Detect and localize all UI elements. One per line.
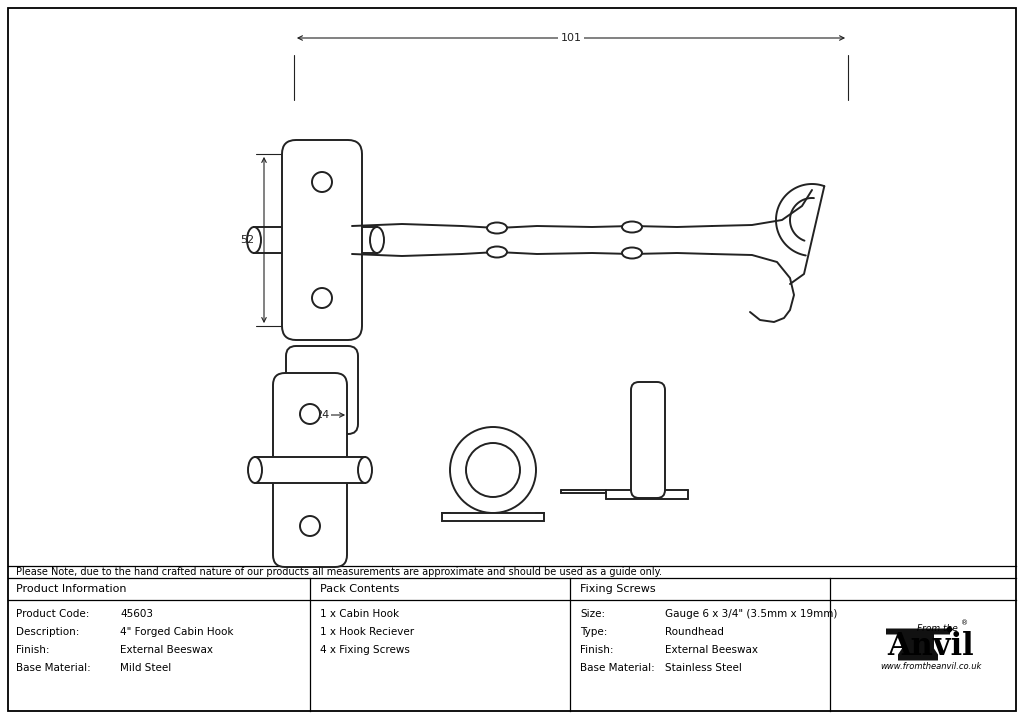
Text: Base Material:: Base Material: [580, 663, 654, 673]
Circle shape [300, 404, 319, 424]
Circle shape [312, 288, 332, 308]
Ellipse shape [247, 227, 261, 253]
Text: Base Material:: Base Material: [16, 663, 91, 673]
FancyBboxPatch shape [273, 373, 347, 567]
Text: Mild Steel: Mild Steel [120, 663, 171, 673]
Text: 52: 52 [240, 235, 254, 245]
Text: Product Code:: Product Code: [16, 609, 89, 619]
Text: Roundhead: Roundhead [665, 627, 724, 637]
Ellipse shape [248, 457, 262, 483]
Ellipse shape [487, 247, 507, 257]
Bar [254, 227, 377, 253]
Text: Description:: Description: [16, 627, 80, 637]
Text: 4" Forged Cabin Hook: 4" Forged Cabin Hook [120, 627, 233, 637]
Ellipse shape [487, 222, 507, 234]
Polygon shape [886, 628, 950, 661]
Text: 24: 24 [314, 410, 329, 420]
FancyBboxPatch shape [282, 140, 362, 340]
Text: From the: From the [916, 624, 957, 633]
Text: ®: ® [962, 620, 969, 626]
Text: 1 x Cabin Hook: 1 x Cabin Hook [319, 609, 399, 619]
Text: Gauge 6 x 3/4" (3.5mm x 19mm): Gauge 6 x 3/4" (3.5mm x 19mm) [665, 609, 838, 619]
Text: Fixing Screws: Fixing Screws [580, 584, 655, 594]
Circle shape [450, 427, 536, 513]
Text: Pack Contents: Pack Contents [319, 584, 399, 594]
Text: www.fromtheanvil.co.uk: www.fromtheanvil.co.uk [881, 662, 982, 671]
Text: External Beeswax: External Beeswax [665, 645, 758, 655]
Text: 101: 101 [560, 33, 582, 43]
Text: Type:: Type: [580, 627, 607, 637]
Text: 4 x Fixing Screws: 4 x Fixing Screws [319, 645, 410, 655]
FancyBboxPatch shape [631, 382, 665, 498]
Text: Anvil: Anvil [888, 631, 974, 662]
Text: 45603: 45603 [120, 609, 153, 619]
Circle shape [466, 443, 520, 497]
Ellipse shape [370, 227, 384, 253]
Text: Please Note, due to the hand crafted nature of our products all measurements are: Please Note, due to the hand crafted nat… [16, 567, 662, 577]
Text: 1 x Hook Reciever: 1 x Hook Reciever [319, 627, 414, 637]
Ellipse shape [622, 221, 642, 232]
Text: External Beeswax: External Beeswax [120, 645, 213, 655]
Text: Finish:: Finish: [580, 645, 613, 655]
Bar [255, 457, 365, 483]
Text: Stainless Steel: Stainless Steel [665, 663, 741, 673]
FancyBboxPatch shape [286, 346, 358, 434]
Bar [442, 513, 544, 521]
Text: Size:: Size: [580, 609, 605, 619]
Ellipse shape [622, 247, 642, 259]
Ellipse shape [358, 457, 372, 483]
Text: Finish:: Finish: [16, 645, 49, 655]
Text: Product Information: Product Information [16, 584, 127, 594]
Circle shape [312, 172, 332, 192]
Circle shape [300, 516, 319, 536]
